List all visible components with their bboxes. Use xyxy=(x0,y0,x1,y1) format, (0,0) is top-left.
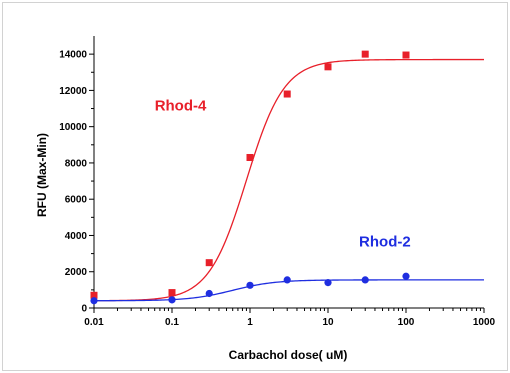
data-point-rhod-2 xyxy=(402,272,410,280)
axes: 0.01 0.1 1 10 100 100002000400060008000100001… xyxy=(59,36,496,328)
y-tick-label: 10000 xyxy=(59,122,87,133)
data-point-rhod-2 xyxy=(205,289,213,298)
data-point-rhod-4 xyxy=(361,50,369,58)
data-point-rhod-4 xyxy=(246,153,254,161)
data-markers xyxy=(90,50,410,305)
data-point-rhod-2 xyxy=(361,276,369,284)
series-label-rhod-2: Rhod-2 xyxy=(359,233,411,250)
series-labels: Rhod-4 Rhod-2 xyxy=(155,97,411,250)
y-tick-label: 6000 xyxy=(65,195,88,206)
y-tick-label: 0 xyxy=(81,304,87,315)
y-axis-title: RFU (Max-Min) xyxy=(35,133,49,217)
data-point-rhod-4 xyxy=(168,289,176,297)
series-label-rhod-4: Rhod-4 xyxy=(155,97,207,114)
data-point-rhod-4 xyxy=(402,51,410,59)
data-point-rhod-2 xyxy=(168,296,176,304)
data-point-rhod-2 xyxy=(283,276,291,284)
y-tick-label: 8000 xyxy=(65,158,88,169)
x-tick-label: 0.01 xyxy=(84,317,104,328)
x-tick-label: 100 xyxy=(398,317,415,328)
data-point-rhod-2 xyxy=(90,297,98,305)
y-tick-label: 4000 xyxy=(65,231,88,242)
data-point-rhod-4 xyxy=(283,90,291,98)
y-tick-label: 14000 xyxy=(59,50,87,61)
x-tick-label: 1 xyxy=(247,317,253,328)
fit-curve-rhod-4 xyxy=(94,58,484,302)
data-point-rhod-4 xyxy=(90,291,98,299)
x-tick-label: 10 xyxy=(322,317,334,328)
y-tick-label: 2000 xyxy=(65,267,88,278)
data-point-rhod-2 xyxy=(246,281,254,289)
data-point-rhod-4 xyxy=(205,259,213,267)
data-point-rhod-4 xyxy=(324,63,332,71)
data-point-rhod-2 xyxy=(324,279,332,287)
x-axis-title: Carbachol dose( uM) xyxy=(229,348,348,362)
x-tick-label: 0.1 xyxy=(165,317,179,328)
y-tick-label: 12000 xyxy=(59,86,87,97)
x-tick-label: 1000 xyxy=(473,317,496,328)
